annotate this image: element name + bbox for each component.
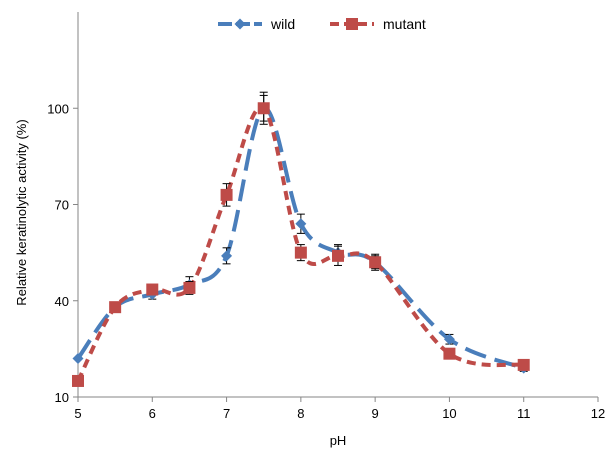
data-point-mutant bbox=[517, 358, 530, 371]
axes: 5 6 7 8 9 10 11 12 10 40 70 100 bbox=[47, 12, 605, 421]
legend-label: wild bbox=[270, 16, 295, 32]
data-point-mutant bbox=[146, 283, 159, 296]
x-axis-label: pH bbox=[330, 433, 347, 448]
y-tick-label: 10 bbox=[55, 390, 69, 405]
data-point-mutant bbox=[369, 256, 382, 269]
x-tick-label: 12 bbox=[591, 406, 605, 421]
x-tick-label: 9 bbox=[372, 406, 379, 421]
x-tick-label: 5 bbox=[74, 406, 81, 421]
data-point-mutant bbox=[72, 374, 84, 387]
legend-marker bbox=[234, 18, 246, 30]
series-line-wild bbox=[76, 106, 525, 370]
y-axis-label: Relative keratinolytic activity (%) bbox=[14, 119, 29, 305]
data-point-mutant bbox=[220, 188, 233, 201]
data-point-wild bbox=[443, 333, 455, 345]
data-point-mutant bbox=[294, 246, 307, 259]
series-points-mutant bbox=[72, 91, 530, 387]
x-tick-label: 7 bbox=[223, 406, 230, 421]
data-point-mutant bbox=[443, 347, 456, 360]
x-tick-label: 6 bbox=[149, 406, 156, 421]
data-point-mutant bbox=[109, 301, 122, 314]
data-point-mutant bbox=[183, 281, 196, 294]
data-point-wild bbox=[221, 250, 233, 262]
data-point-mutant bbox=[257, 102, 270, 115]
y-tick-label: 40 bbox=[55, 294, 69, 309]
data-point-mutant bbox=[332, 249, 344, 262]
series-points-wild bbox=[72, 94, 530, 374]
x-tick-label: 10 bbox=[442, 406, 456, 421]
legend-marker bbox=[346, 18, 358, 30]
legend-label: mutant bbox=[383, 16, 426, 32]
y-tick-label: 70 bbox=[55, 198, 69, 213]
x-tick-label: 8 bbox=[297, 406, 304, 421]
legend-item-mutant: mutant bbox=[330, 16, 426, 32]
legend: wild mutant bbox=[218, 16, 426, 32]
plot-area bbox=[72, 91, 530, 387]
data-point-wild bbox=[295, 218, 307, 230]
y-tick-label: 100 bbox=[47, 101, 69, 116]
x-tick-label: 11 bbox=[517, 406, 531, 421]
series-wild bbox=[76, 106, 525, 370]
legend-item-wild: wild bbox=[218, 16, 295, 32]
data-point-wild bbox=[72, 353, 84, 364]
